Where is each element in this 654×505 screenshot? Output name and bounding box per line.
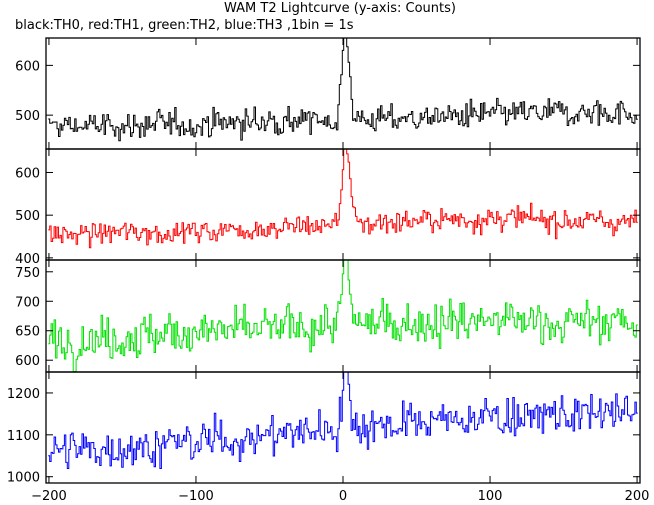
panel-frame [45,37,641,150]
x-tick-label: −200 [31,489,67,504]
panel-frame [45,148,641,261]
panel-th3: 1000 1100 1200 [7,371,641,486]
panel-frame [45,259,641,373]
series-line-th0 [48,38,638,142]
series-line-th3 [48,372,638,469]
x-tick-label: −100 [178,489,214,504]
y-tick-label: 700 [15,295,40,310]
panel-th2: 600 650 700 750 [15,259,641,373]
panels-group: 500 600 400 500 600 600 650 700 750 1000 1100 1200 [7,37,641,486]
panel-th0: 500 600 [15,37,641,150]
y-tick-label: 1000 [7,471,40,486]
y-tick-label: 750 [15,266,40,281]
y-tick-label: 1100 [7,429,40,444]
y-tick-label: 600 [15,166,40,181]
y-tick-label: 600 [15,354,40,369]
y-tick-label: 400 [15,252,40,267]
y-tick-label: 1200 [7,387,40,402]
y-tick-label: 500 [15,209,40,224]
x-tick-label: 200 [625,489,650,504]
y-tick-label: 500 [15,109,40,124]
x-tick-label: 0 [339,489,347,504]
panel-th1: 400 500 600 [15,148,641,267]
chart-subtitle: black:TH0, red:TH1, green:TH2, blue:TH3 … [15,18,354,33]
x-tick-label: 100 [478,489,503,504]
y-tick-label: 600 [15,59,40,74]
chart-title: WAM T2 Lightcurve (y-axis: Counts) [224,1,456,16]
series-line-th1 [48,149,638,249]
x-axis: −200 −100 0 100 200 [31,489,649,504]
y-tick-label: 650 [15,325,40,340]
series-line-th2 [48,260,638,372]
panel-frame [45,371,641,484]
